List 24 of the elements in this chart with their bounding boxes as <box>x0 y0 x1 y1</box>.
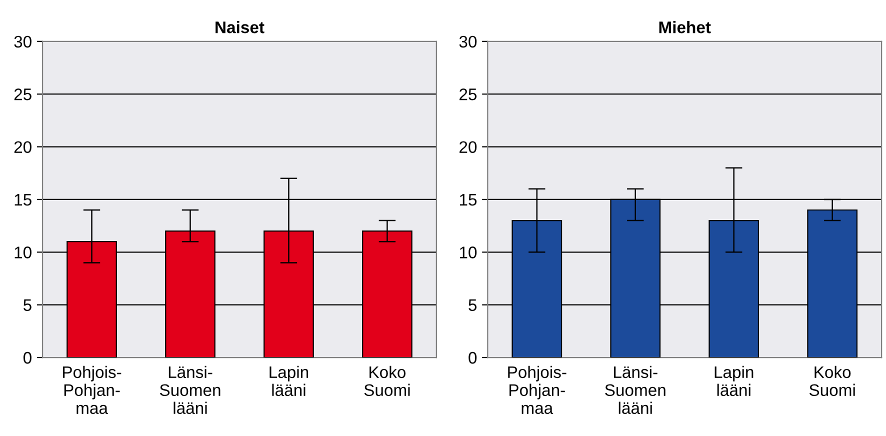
x-tick-label: Lapin lääni <box>714 366 754 396</box>
y-tick-label: 10 <box>14 246 32 258</box>
x-tick-label: Pohjois- Pohjan- maa <box>508 366 566 414</box>
y-tick-label: 25 <box>14 88 32 100</box>
y-tick-label: 5 <box>468 299 477 312</box>
y-tick-label: 0 <box>23 352 32 364</box>
chart-title: Miehet <box>659 21 711 34</box>
y-tick-label: 15 <box>460 194 477 206</box>
x-tick-label: Länsi- Suomen lääni <box>605 366 666 414</box>
chart-title: Naiset <box>216 21 264 34</box>
x-tick-label: Koko Suomi <box>364 366 410 396</box>
y-tick-label: 30 <box>14 36 32 48</box>
y-tick-label: 0 <box>468 352 477 364</box>
x-tick-label: Pohjois- Pohjan- maa <box>63 366 122 414</box>
y-tick-label: 15 <box>14 194 32 206</box>
x-tick-label: Koko Suomi <box>809 366 855 396</box>
y-tick-label: 20 <box>14 141 32 153</box>
y-tick-label: 5 <box>24 299 32 312</box>
y-tick-label: 25 <box>460 88 477 100</box>
y-tick-label: 30 <box>459 36 477 48</box>
x-tick-label: Länsi- Suomen lääni <box>160 366 220 414</box>
y-tick-label: 10 <box>460 246 477 258</box>
x-tick-label: Lapin lääni <box>270 366 308 396</box>
y-tick-label: 20 <box>460 141 477 153</box>
